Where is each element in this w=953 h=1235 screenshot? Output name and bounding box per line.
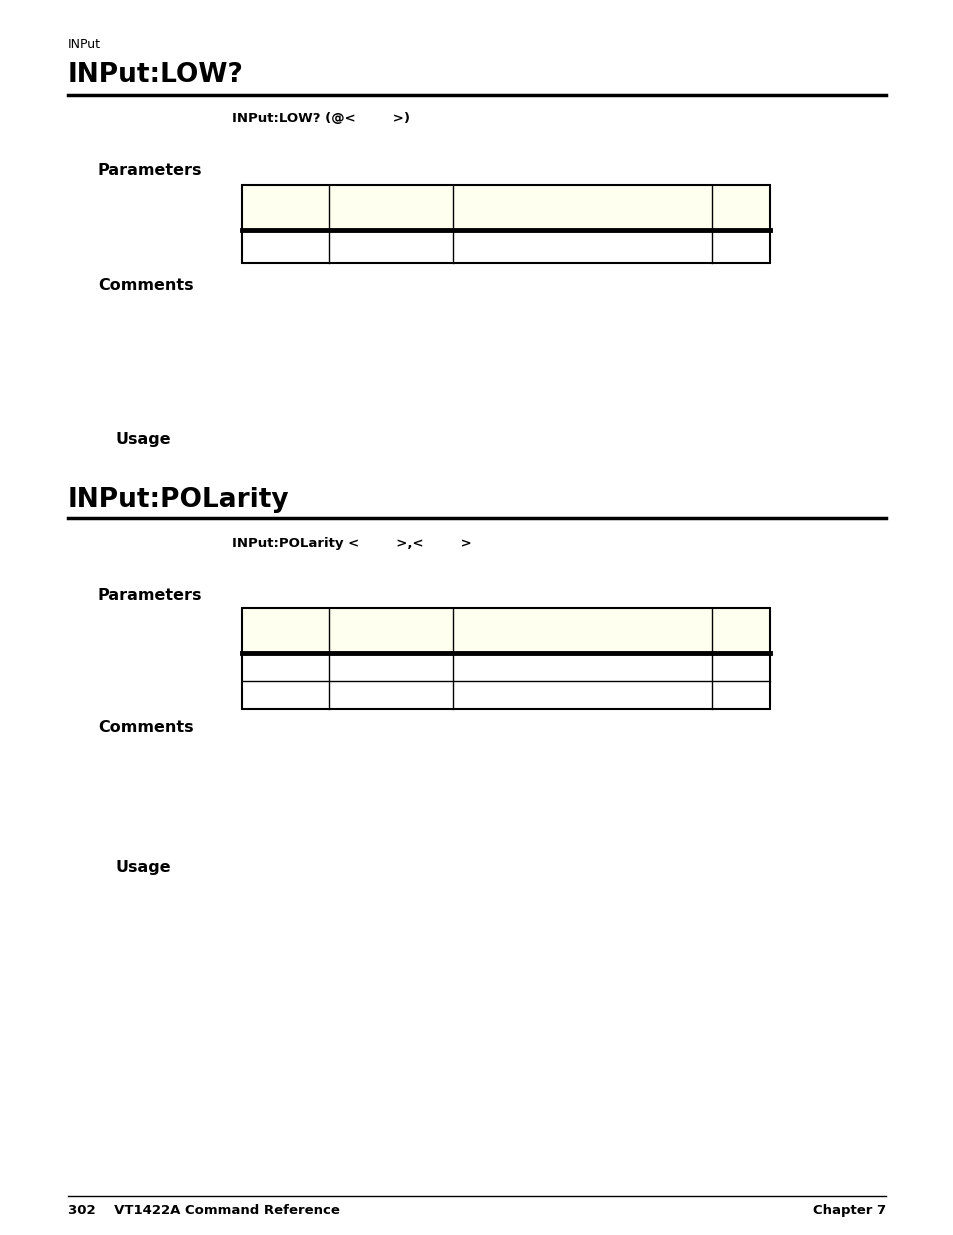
- Text: Chapter 7: Chapter 7: [812, 1204, 885, 1216]
- Bar: [329, 608, 453, 653]
- Bar: [453, 608, 711, 653]
- Text: INPut: INPut: [68, 38, 101, 51]
- Text: Comments: Comments: [98, 278, 193, 293]
- Bar: [329, 185, 453, 230]
- Bar: [711, 608, 769, 653]
- Bar: [453, 185, 711, 230]
- Bar: [453, 653, 711, 680]
- Text: Usage: Usage: [116, 860, 172, 876]
- Text: INPut:LOW? (@<        >): INPut:LOW? (@< >): [232, 112, 410, 125]
- Bar: [711, 185, 769, 230]
- Bar: [329, 230, 453, 263]
- Bar: [711, 653, 769, 680]
- Bar: [242, 230, 329, 263]
- Bar: [242, 608, 769, 709]
- Bar: [329, 680, 453, 709]
- Bar: [242, 653, 329, 680]
- Bar: [242, 185, 769, 263]
- Text: INPut:POLarity <        >,<        >: INPut:POLarity < >,< >: [232, 537, 471, 550]
- Bar: [329, 653, 453, 680]
- Text: Parameters: Parameters: [98, 588, 202, 603]
- Bar: [242, 608, 329, 653]
- Bar: [711, 230, 769, 263]
- Text: Comments: Comments: [98, 720, 193, 735]
- Bar: [242, 680, 329, 709]
- Text: INPut:LOW?: INPut:LOW?: [68, 62, 244, 88]
- Bar: [711, 680, 769, 709]
- Text: INPut:POLarity: INPut:POLarity: [68, 487, 290, 513]
- Bar: [242, 185, 329, 230]
- Text: 302    VT1422A Command Reference: 302 VT1422A Command Reference: [68, 1204, 339, 1216]
- Text: Usage: Usage: [116, 432, 172, 447]
- Bar: [453, 230, 711, 263]
- Bar: [453, 680, 711, 709]
- Text: Parameters: Parameters: [98, 163, 202, 178]
